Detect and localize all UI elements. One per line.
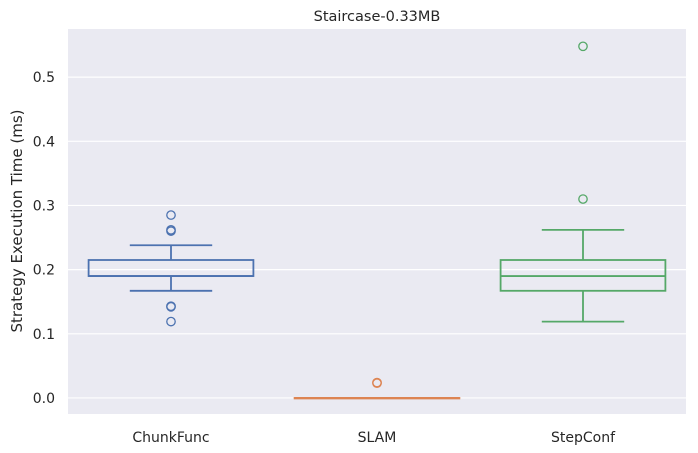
box-slam xyxy=(293,377,461,400)
outlier-point xyxy=(166,210,176,220)
outlier-point xyxy=(166,301,176,312)
outlier-point xyxy=(166,226,176,236)
chart-title: Staircase-0.33MB xyxy=(314,9,441,25)
y-tick-label: 0.1 xyxy=(33,327,55,343)
plot-background xyxy=(68,29,686,414)
box-chunkfunc xyxy=(87,210,255,327)
y-tick-label: 0.3 xyxy=(33,198,55,214)
grid xyxy=(68,76,686,399)
x-tick-label: ChunkFunc xyxy=(132,430,209,446)
box-stepconf xyxy=(499,41,667,323)
boxes xyxy=(87,41,667,400)
y-axis-label: Strategy Execution Time (ms) xyxy=(8,109,26,332)
outlier-point xyxy=(166,316,176,327)
y-tick-label: 0.0 xyxy=(33,391,55,407)
outlier-point xyxy=(372,378,382,389)
y-tick-label: 0.5 xyxy=(33,70,55,86)
y-tick-label: 0.2 xyxy=(33,263,55,279)
y-tick-label: 0.4 xyxy=(33,134,55,150)
y-axis-ticks: 0.0 0.1 0.2 0.3 0.4 0.5 xyxy=(33,70,55,407)
x-axis-ticks: ChunkFunc SLAM StepConf xyxy=(132,430,616,446)
x-tick-label: StepConf xyxy=(551,430,616,446)
x-tick-label: SLAM xyxy=(358,430,397,446)
outlier-point xyxy=(578,194,588,204)
outlier-point xyxy=(578,41,588,52)
